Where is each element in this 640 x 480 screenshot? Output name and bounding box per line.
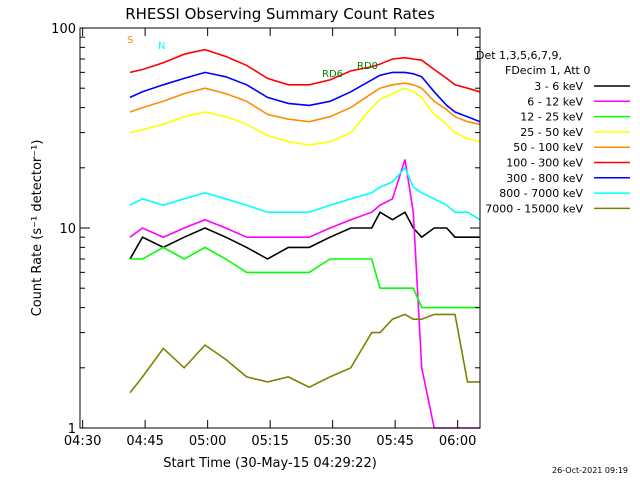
x-tick-label: 05:15 <box>251 434 288 449</box>
x-tick-label: 04:45 <box>126 434 163 449</box>
annotation-n: N <box>158 41 165 52</box>
x-tick-label: 06:00 <box>439 434 476 449</box>
x-tick-label: 05:45 <box>376 434 413 449</box>
chart-title: RHESSI Observing Summary Count Rates <box>125 5 435 23</box>
legend-label: 25 - 50 keV <box>520 126 583 139</box>
x-tick-label: 05:30 <box>314 434 351 449</box>
x-tick-label: 04:30 <box>64 434 101 449</box>
legend-label: 7000 - 15000 keV <box>485 202 583 215</box>
y-axis-label: Count Rate (s⁻¹ detector⁻¹) <box>30 140 45 317</box>
legend-label: 50 - 100 keV <box>513 141 583 154</box>
legend-header-1: Det 1,3,5,6,7,9, <box>476 49 562 62</box>
legend-label: 12 - 25 keV <box>520 111 583 124</box>
series-line-5 <box>129 82 481 126</box>
annotation-rd0: RD0 <box>357 61 378 72</box>
legend-label: 100 - 300 keV <box>506 157 583 170</box>
x-axis-label: Start Time (30-May-15 04:29:22) <box>163 456 377 471</box>
legend-label: 800 - 7000 keV <box>499 187 583 200</box>
series-line-3 <box>130 246 480 309</box>
plot-area <box>129 48 481 429</box>
series-line-7 <box>129 71 481 123</box>
series-line-6 <box>129 48 481 93</box>
y-tick-label: 100 <box>51 22 76 37</box>
series-line-9 <box>129 313 480 394</box>
legend-header-2: FDecim 1, Att 0 <box>505 64 590 77</box>
series-line-4 <box>129 87 481 146</box>
y-tick-label: 1 <box>68 422 76 437</box>
series-line-1 <box>129 211 480 260</box>
series-line-8 <box>129 166 481 221</box>
legend-label: 6 - 12 keV <box>527 95 583 108</box>
x-tick-label: 05:00 <box>189 434 226 449</box>
legend-label: 300 - 800 keV <box>506 172 583 185</box>
y-tick-label: 10 <box>59 222 76 237</box>
legend: 3 - 6 keV 6 - 12 keV 12 - 25 keV 25 - 50 ke… <box>485 80 630 215</box>
annotation-s: S <box>127 35 133 46</box>
legend-label: 3 - 6 keV <box>534 80 583 93</box>
timestamp: 26-Oct-2021 09:19 <box>552 466 628 475</box>
annotation-rd6: RD6 <box>322 69 343 80</box>
axes: 04:30 04:45 05:00 05:15 05:30 05:45 06:00 1 10 10… <box>51 22 481 449</box>
